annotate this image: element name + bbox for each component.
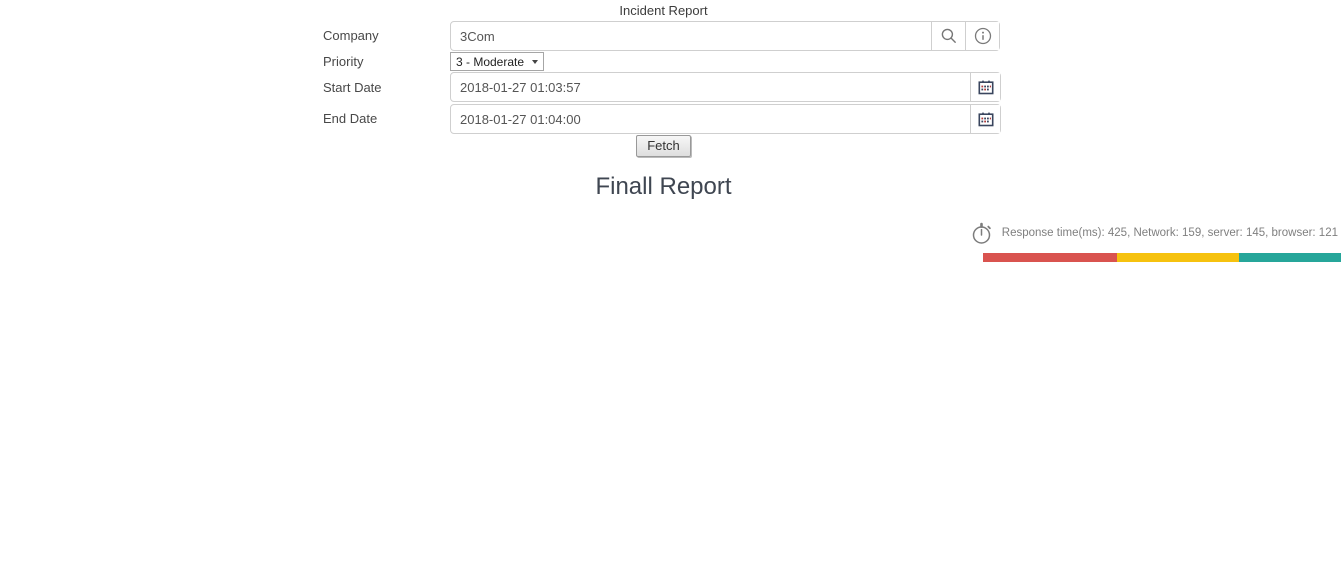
start-date-label: Start Date (323, 80, 382, 95)
priority-selected-value: 3 - Moderate (456, 54, 525, 69)
response-time-line: Response time(ms): 425, Network: 159, se… (970, 221, 1338, 245)
start-date-picker-button[interactable] (970, 73, 1000, 101)
bar-segment-browser (1239, 253, 1341, 262)
response-time-bar (983, 253, 1341, 262)
bar-segment-server (1116, 253, 1240, 262)
info-icon (973, 26, 993, 46)
stopwatch-icon (970, 221, 993, 245)
calendar-icon (977, 112, 994, 127)
search-icon (940, 27, 958, 45)
bar-segment-network (983, 253, 1117, 262)
start-date-input[interactable] (451, 73, 970, 101)
report-heading: Finall Report (595, 173, 732, 200)
company-field-group (450, 21, 1000, 51)
company-lookup-button[interactable] (931, 22, 965, 50)
end-date-label: End Date (323, 111, 378, 126)
caret-down-icon (532, 59, 539, 64)
fetch-button[interactable]: Fetch (636, 135, 691, 157)
priority-label: Priority (323, 54, 364, 69)
response-time-text: Response time(ms): 425, Network: 159, se… (1001, 227, 1338, 239)
calendar-icon (977, 80, 994, 95)
end-date-field-group (450, 104, 1001, 134)
end-date-picker-button[interactable] (970, 105, 1000, 133)
end-date-input[interactable] (451, 105, 970, 133)
company-label: Company (323, 28, 379, 43)
company-info-button[interactable] (965, 22, 999, 50)
start-date-field-group (450, 72, 1001, 102)
company-input[interactable] (451, 22, 931, 50)
priority-select[interactable]: 3 - Moderate (450, 52, 545, 71)
page-title: Incident Report (619, 3, 708, 18)
